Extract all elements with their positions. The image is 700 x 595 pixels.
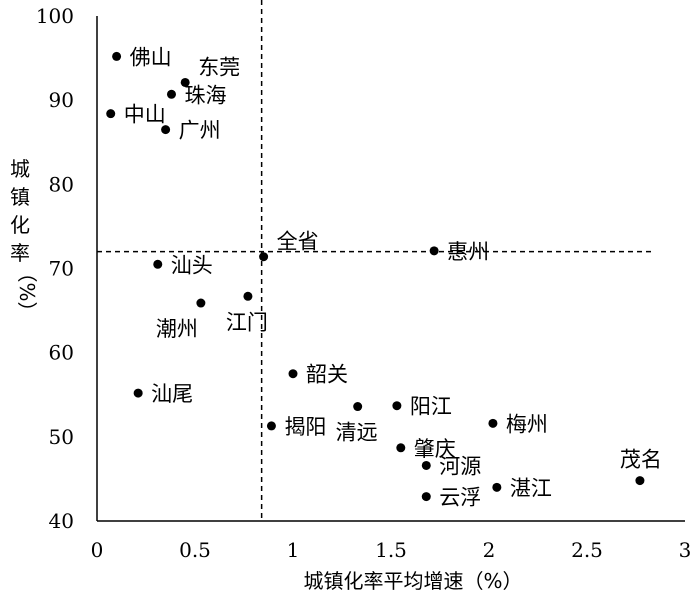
point-肇庆 (396, 443, 406, 453)
point-江门 (243, 291, 253, 301)
y-axis-title-unit: （%） (15, 262, 39, 321)
x-tick-label: 2 (483, 538, 496, 562)
point-湛江 (492, 482, 502, 492)
y-axis-title-char: 化 (10, 213, 30, 237)
point-label: 肇庆 (414, 437, 456, 461)
point-汕尾 (133, 388, 143, 398)
x-tick-label: 0.5 (179, 538, 211, 562)
point-云浮 (421, 492, 431, 502)
point-label: 阳江 (410, 395, 452, 419)
point-清远 (353, 402, 363, 412)
point-label: 珠海 (184, 83, 226, 107)
point-label: 湛江 (510, 476, 552, 500)
y-tick-label: 70 (49, 257, 74, 281)
point-揭阳 (266, 421, 276, 431)
point-label: 茂名 (620, 448, 662, 472)
point-梅州 (488, 418, 498, 428)
point-label: 东莞 (198, 55, 240, 79)
point-label: 佛山 (130, 45, 172, 69)
y-axis-title-char: 城 (10, 157, 30, 181)
point-惠州 (429, 246, 439, 256)
x-tick-label: 3 (679, 538, 692, 562)
axes (96, 16, 685, 522)
point-东莞 (180, 77, 190, 87)
point-河源 (421, 460, 431, 470)
point-全省 (259, 252, 269, 262)
point-茂名 (635, 476, 645, 486)
point-佛山 (112, 51, 122, 61)
y-tick-label: 50 (49, 425, 74, 449)
y-tick-label: 40 (49, 509, 74, 533)
point-label: 中山 (124, 103, 166, 127)
point-label: 江门 (226, 310, 268, 334)
point-label: 全省 (277, 230, 319, 254)
point-label: 河源 (439, 454, 481, 478)
y-axis-title-char: 率 (10, 241, 30, 265)
reference-lines (97, 0, 652, 521)
y-axis-title: 城镇化率（%） (10, 157, 39, 322)
x-tick-label: 2.5 (571, 538, 603, 562)
point-label: 汕尾 (151, 382, 193, 406)
point-label: 清远 (336, 421, 378, 445)
y-tick-label: 100 (36, 4, 74, 28)
point-珠海 (166, 89, 176, 99)
point-label: 韶关 (306, 363, 348, 387)
point-汕头 (153, 259, 163, 269)
point-label: 潮州 (156, 317, 198, 341)
point-广州 (161, 125, 171, 135)
x-tick-label: 1.5 (375, 538, 407, 562)
tick-labels: 0 0.5 1 1.5 2 2.5 3 40 50 60 70 80 90 100 (36, 4, 692, 562)
y-tick-label: 80 (49, 172, 74, 196)
y-tick-label: 60 (49, 341, 74, 365)
x-tick-label: 0 (91, 538, 104, 562)
data-points (106, 51, 645, 502)
y-axis-title-char: 镇 (10, 185, 30, 209)
point-label: 云浮 (439, 486, 481, 510)
point-label: 揭阳 (284, 415, 326, 439)
point-韶关 (288, 369, 298, 379)
y-tick-label: 90 (49, 88, 74, 112)
point-潮州 (196, 298, 206, 308)
point-中山 (106, 109, 116, 119)
x-tick-label: 1 (287, 538, 300, 562)
point-阳江 (392, 401, 402, 411)
point-label: 广州 (179, 119, 221, 143)
x-axis-title: 城镇化率平均增速（%） (303, 569, 522, 593)
point-label: 惠州 (447, 240, 489, 264)
point-label: 梅州 (506, 412, 548, 436)
point-label: 汕头 (171, 253, 213, 277)
